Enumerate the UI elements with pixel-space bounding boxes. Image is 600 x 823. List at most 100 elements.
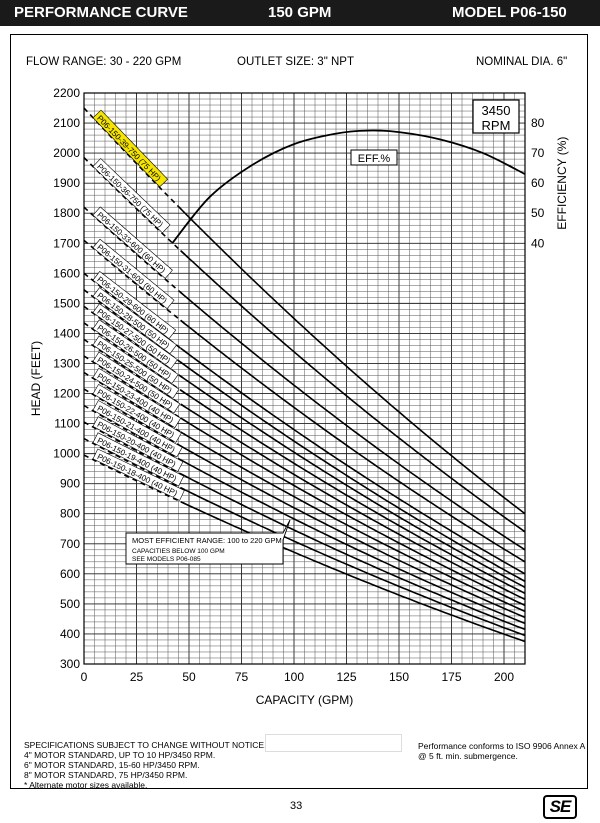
efficient-range-note: MOST EFFICIENT RANGE: 100 to 220 GPM CAP…	[125, 519, 291, 565]
curve-label-box	[92, 206, 173, 279]
y-tick-label: 2000	[53, 146, 80, 160]
header-bar: PERFORMANCE CURVE 150 GPM MODEL P06-150	[0, 0, 600, 26]
eff-tick-label: 70	[531, 146, 545, 160]
curve-label-box	[92, 238, 175, 310]
conformance-line: Performance conforms to ISO 9906 Annex A	[418, 741, 586, 751]
head-curve-dashed	[83, 437, 186, 491]
footnote-line: 8" MOTOR STANDARD, 75 HP/3450 RPM.	[24, 770, 188, 780]
efficiency-line	[171, 129, 526, 244]
chart-axes: 0 25 50 75 100 125 150 175 200 300 400 500 600 700 800…	[29, 86, 569, 707]
head-curve-dashed	[83, 371, 186, 436]
note-line-2: CAPACITIES BELOW 100 GPM	[132, 548, 225, 555]
rpm-box: 3450 RPM	[472, 99, 520, 134]
y-tick-label: 1900	[53, 176, 80, 190]
y-tick-label: 900	[60, 477, 80, 491]
x-tick-label: 25	[130, 670, 144, 684]
conformance-line: @ 5 ft. min. submergence.	[418, 751, 518, 761]
y-tick-label: 1500	[53, 296, 80, 310]
y2-axis-label: EFFICIENCY (%)	[555, 137, 569, 230]
head-curve	[180, 500, 526, 643]
head-curve-dashed	[83, 355, 186, 422]
curve-label-box	[92, 367, 182, 429]
y-tick-label: 1100	[54, 417, 80, 431]
curve-label-box	[92, 383, 182, 443]
footnotes: SPECIFICATIONS SUBJECT TO CHANGE WITHOUT…	[24, 740, 266, 790]
head-curve	[180, 473, 526, 631]
head-curve-dashed	[83, 289, 186, 366]
y-tick-label: 700	[60, 537, 80, 551]
curve-label-box	[92, 303, 178, 370]
plot-border	[83, 92, 526, 665]
eff-label-box: EFF.%	[350, 149, 398, 166]
head-curve	[180, 417, 526, 607]
head-curve	[180, 250, 526, 533]
y-tick-label: 800	[60, 507, 80, 521]
page-number: 33	[290, 800, 303, 812]
x-axis-label: CAPACITY (GPM)	[256, 693, 354, 707]
curve-label-box	[92, 335, 180, 399]
footnote-line: 4" MOTOR STANDARD, UP TO 10 HP/3450 RPM.	[24, 750, 216, 760]
head-curve-dashed	[83, 454, 186, 505]
chart-frame	[10, 34, 588, 789]
y-tick-label: 300	[60, 657, 80, 671]
head-curve	[180, 445, 526, 619]
x-tick-label: 75	[235, 670, 249, 684]
flow-range: FLOW RANGE: 30 - 220 GPM	[26, 56, 182, 68]
curve-label-box	[92, 351, 181, 414]
iso-conformance: Performance conforms to ISO 9906 Annex A…	[418, 741, 585, 761]
note-line-1: MOST EFFICIENT RANGE: 100 to 220 GPM	[132, 536, 282, 545]
eff-label: EFF.%	[358, 153, 391, 165]
x-tick-label: 200	[494, 670, 514, 684]
header-title: PERFORMANCE CURVE	[14, 4, 188, 21]
head-curve	[180, 403, 526, 601]
head-curve-dashed	[83, 272, 186, 352]
y-tick-label: 2100	[53, 116, 80, 130]
footnote-line: SPECIFICATIONS SUBJECT TO CHANGE WITHOUT…	[24, 740, 267, 750]
y-tick-label: 1600	[53, 266, 80, 280]
head-curve-dashed	[83, 404, 186, 463]
x-tick-label: 150	[389, 670, 409, 684]
y-tick-label: 500	[60, 597, 80, 611]
y-tick-label: 2200	[53, 86, 80, 100]
outlet-size: OUTLET SIZE: 3" NPT	[237, 56, 354, 68]
curve-label-box	[92, 432, 185, 487]
head-curve	[180, 208, 526, 515]
head-curve-dashed	[83, 239, 186, 325]
y-tick-label: 1800	[53, 206, 80, 220]
footnote-line: 6" MOTOR STANDARD, 15-60 HP/3450 RPM.	[24, 760, 200, 770]
footnote-line: * Alternate motor sizes available.	[24, 780, 148, 790]
eff-tick-label: 40	[531, 236, 545, 250]
curve-label-box	[92, 270, 177, 340]
x-tick-label: 125	[336, 670, 356, 684]
y-tick-label: 400	[60, 627, 80, 641]
y-tick-label: 1000	[53, 447, 80, 461]
x-tick-label: 0	[81, 670, 88, 684]
head-curve	[180, 389, 526, 595]
head-curve-dashed	[83, 388, 186, 449]
head-curve-dashed	[83, 107, 186, 214]
se-logo: SE	[543, 795, 577, 819]
y-tick-label: 1300	[53, 356, 80, 370]
curve-label-box	[92, 416, 184, 472]
head-curve	[180, 486, 526, 637]
curve-label-box	[92, 400, 183, 458]
head-curve	[180, 459, 526, 625]
y-tick-label: 1400	[53, 326, 80, 340]
header-model: MODEL P06-150	[452, 4, 567, 21]
head-curve-dashed	[83, 206, 186, 297]
rpm-value: 3450	[482, 103, 511, 118]
eff-tick-label: 60	[531, 176, 545, 190]
header-flow: 150 GPM	[268, 4, 332, 21]
head-curve	[180, 319, 526, 563]
curve-label-box	[92, 109, 169, 188]
curve-label-box	[92, 319, 179, 384]
head-curve	[180, 347, 526, 575]
y-axis-label: HEAD (FEET)	[29, 341, 43, 416]
note-line-3: SEE MODELS P06-085	[132, 556, 201, 563]
x-tick-label: 100	[284, 670, 304, 684]
y-tick-label: 1200	[53, 387, 80, 401]
y-tick-label: 600	[60, 567, 80, 581]
y-tick-label: 1700	[53, 236, 80, 250]
head-curve-dashed	[83, 421, 186, 477]
